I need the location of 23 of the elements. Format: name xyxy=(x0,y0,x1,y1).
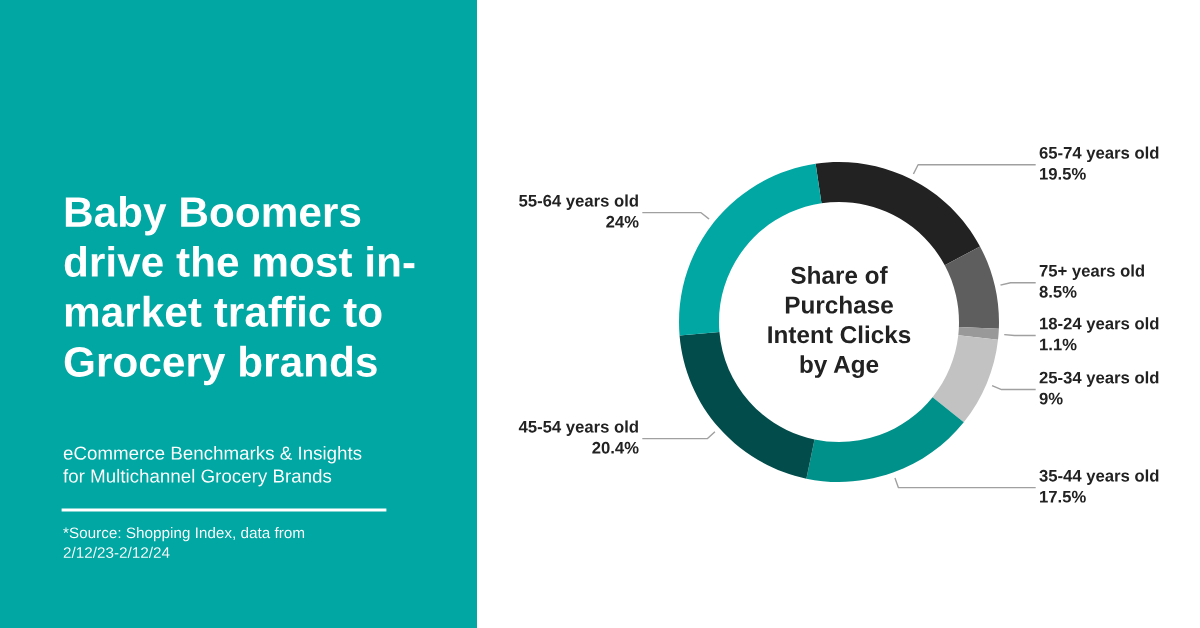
text: Share of Purchase Intent Clicks by Age xyxy=(768,266,911,378)
slice-label: 75+ years old xyxy=(1039,264,1144,280)
donut-slice xyxy=(944,246,999,329)
data-label: 17.5% xyxy=(1040,490,1086,503)
data-label: 19.5% xyxy=(1040,167,1086,180)
text: Baby Boomers drive the most in- market traffic to Grocery brands xyxy=(64,196,415,386)
donut-slice xyxy=(932,335,999,423)
donut-slice xyxy=(958,327,999,340)
slice-label: 65-74 years old xyxy=(1039,146,1159,163)
slice-label: 55-64 years old xyxy=(519,194,638,210)
donut-slice xyxy=(806,397,964,482)
data-label: 20.4% xyxy=(592,441,639,454)
slice-label: 35-44 years old xyxy=(1039,469,1159,485)
data-label: 24% xyxy=(606,215,639,228)
donut-slice xyxy=(815,162,981,266)
slice-label: 45-54 years old xyxy=(518,420,638,436)
slice-label: 25-34 years old xyxy=(1039,371,1159,387)
text: eCommerce Benchmarks & Insights for Multichannel Grocery Brands xyxy=(63,446,362,487)
text: *Source: Shopping Index, data from 2/12/23-2/12/24 xyxy=(63,527,305,558)
data-label: 8.5% xyxy=(1039,285,1077,298)
data-label: 9% xyxy=(1039,392,1063,405)
data-label: 1.1% xyxy=(1040,338,1077,351)
slice-label: 18-24 years old xyxy=(1040,317,1159,333)
